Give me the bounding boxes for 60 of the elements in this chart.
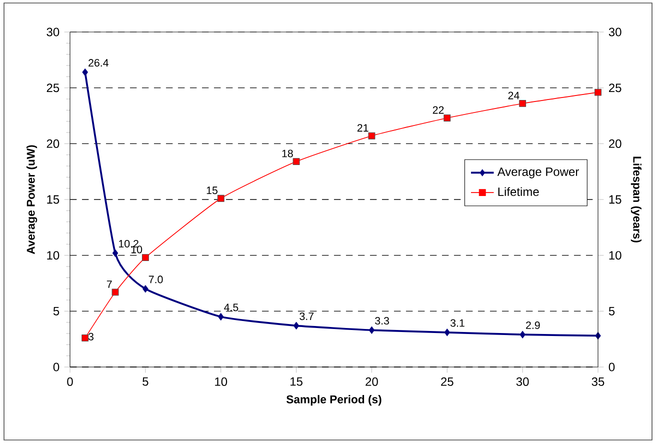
y2-tick-label: 20 [609,139,622,148]
point [594,88,602,96]
point [519,100,526,107]
data-label: 21 [357,124,368,132]
y-tick-label: 15 [47,195,60,204]
data-label: 10 [131,246,142,254]
y2-tick-label: 15 [609,195,622,204]
data-label: 18 [282,150,293,158]
y2-tick-label: 0 [608,362,615,372]
point [82,334,89,342]
data-label: 26.4 [88,59,108,67]
x-tick-label: 0 [67,377,73,386]
point [112,288,119,296]
data-label: 22 [432,106,444,114]
y-tick-label: 30 [46,28,60,36]
legend-label: Average Power [497,168,579,178]
point [82,68,88,76]
y2-tick-label: 25 [609,84,622,92]
data-label: 15 [206,186,218,194]
x-tick-label: 25 [441,377,454,386]
data-label: 7.0 [148,276,163,284]
point [142,254,149,262]
y-tick-label: 25 [46,84,60,92]
point [292,158,300,166]
x-tick-label: 35 [592,377,604,386]
x-tick-label: 15 [290,377,302,386]
data-label: 3 [88,332,94,340]
point [444,114,451,122]
point [368,326,375,334]
x-tick-label: 30 [516,377,529,386]
x-tick-label: 10 [215,377,228,386]
data-label: 2.9 [526,321,540,330]
point [293,322,300,330]
y-tick-label: 0 [53,362,60,372]
y-tick-label: 20 [46,139,60,148]
legend-label: Lifetime [498,187,539,196]
y-tick-label: 5 [53,306,60,316]
point [218,313,224,320]
data-label: 3.7 [300,312,314,320]
data-label: 3.3 [375,317,390,325]
data-label: 24 [508,92,520,100]
point [112,249,118,257]
point [217,194,224,202]
x-tick-label: 20 [366,377,378,386]
data-label: 7 [106,280,112,288]
x-tick-label: 5 [142,377,148,386]
y2-tick-label: 10 [609,251,622,260]
y2-tick-label: 30 [608,28,622,36]
point [142,285,148,293]
data-label: 10.2 [119,240,138,248]
y-tick-label: 10 [47,251,60,260]
data-label: 3.1 [450,319,464,327]
point [368,132,376,140]
data-label: 4.5 [224,304,238,312]
point [520,330,526,338]
point [444,328,450,336]
x-axis-title: Sample Period (s) [286,395,382,406]
y-axis-title: Average Power (uW) [26,145,38,254]
y2-axis-title: Lifespan (years) [630,156,642,242]
y2-tick-label: 5 [608,306,615,316]
